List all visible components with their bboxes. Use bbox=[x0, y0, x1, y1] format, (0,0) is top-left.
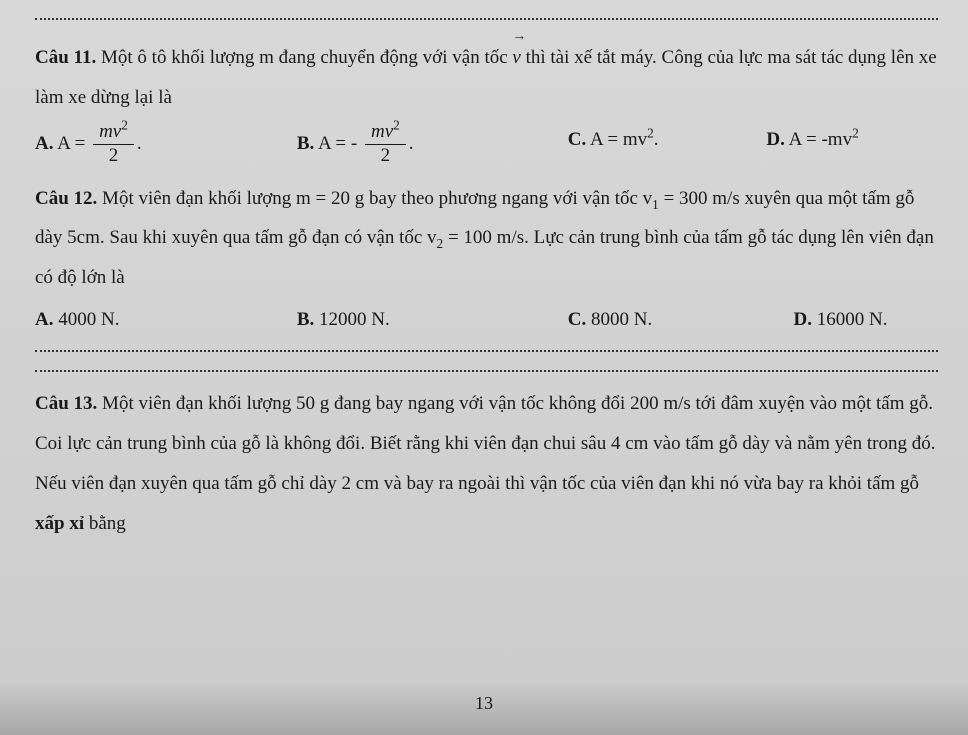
page-number: 13 bbox=[0, 686, 968, 720]
q11-b-den: 2 bbox=[365, 145, 406, 167]
question-13: Câu 13. Một viên đạn khối lượng 50 g đan… bbox=[35, 384, 938, 544]
q12-d-value: 16000 N. bbox=[817, 309, 888, 330]
question-13-text: Câu 13. Một viên đạn khối lượng 50 g đan… bbox=[35, 384, 938, 544]
q11-c-label: C. bbox=[568, 129, 586, 150]
q12-c-value: 8000 N. bbox=[591, 309, 652, 330]
question-11: Câu 11. Một ô tô khối lượng m đang chuyể… bbox=[35, 32, 938, 167]
q12-a-value: 4000 N. bbox=[58, 309, 119, 330]
q13-label: Câu 13. bbox=[35, 393, 97, 414]
q12-c-label: C. bbox=[568, 309, 586, 330]
q12-d-label: D. bbox=[794, 309, 812, 330]
question-12: Câu 12. Một viên đạn khối lượng m = 20 g… bbox=[35, 179, 938, 339]
q11-option-c: C. A = mv2. bbox=[568, 122, 767, 167]
q11-b-num: mv bbox=[371, 121, 393, 142]
q13-bold-word: xấp xỉ bbox=[35, 513, 84, 534]
q11-label: Câu 11. bbox=[35, 47, 96, 68]
q12-options: A. 4000 N. B. 12000 N. C. 8000 N. D. 160… bbox=[35, 302, 938, 338]
q11-b-neg: A = - bbox=[318, 133, 357, 154]
q11-d-expr: A = -mv bbox=[789, 129, 853, 150]
q12-text-a: Một viên đạn khối lượng m = 20 g bay the… bbox=[102, 188, 652, 209]
q11-options: A. A = mv22. B. A = - mv22. C. A = mv2. … bbox=[35, 122, 938, 167]
q11-a-label: A. bbox=[35, 133, 53, 154]
q12-b-label: B. bbox=[297, 309, 314, 330]
q12-option-a: A. 4000 N. bbox=[35, 302, 297, 338]
separator-line bbox=[35, 350, 938, 352]
q12-a-label: A. bbox=[35, 309, 53, 330]
q11-a-num: mv bbox=[99, 121, 121, 142]
question-12-text: Câu 12. Một viên đạn khối lượng m = 20 g… bbox=[35, 179, 938, 299]
separator-line bbox=[35, 370, 938, 372]
q12-b-value: 12000 N. bbox=[319, 309, 390, 330]
q11-c-expr: A = mv bbox=[590, 129, 647, 150]
q11-a-den: 2 bbox=[93, 145, 134, 167]
q13-text: Một viên đạn khối lượng 50 g đang bay ng… bbox=[35, 393, 935, 494]
q12-option-b: B. 12000 N. bbox=[297, 302, 568, 338]
q11-text-part1: Một ô tô khối lượng m đang chuyển động v… bbox=[101, 47, 512, 68]
q11-option-a: A. A = mv22. bbox=[35, 122, 297, 167]
q11-d-label: D. bbox=[766, 129, 784, 150]
q12-option-d: D. 16000 N. bbox=[794, 302, 888, 338]
q11-option-d: D. A = -mv2 bbox=[766, 122, 938, 167]
q12-option-c: C. 8000 N. bbox=[568, 302, 794, 338]
question-11-text: Câu 11. Một ô tô khối lượng m đang chuyể… bbox=[35, 32, 938, 118]
separator-line bbox=[35, 18, 938, 20]
vector-v-symbol: v bbox=[512, 32, 520, 78]
q12-label: Câu 12. bbox=[35, 188, 97, 209]
q13-tail: bằng bbox=[84, 513, 126, 534]
q11-b-label: B. bbox=[297, 133, 314, 154]
q11-option-b: B. A = - mv22. bbox=[297, 122, 568, 167]
